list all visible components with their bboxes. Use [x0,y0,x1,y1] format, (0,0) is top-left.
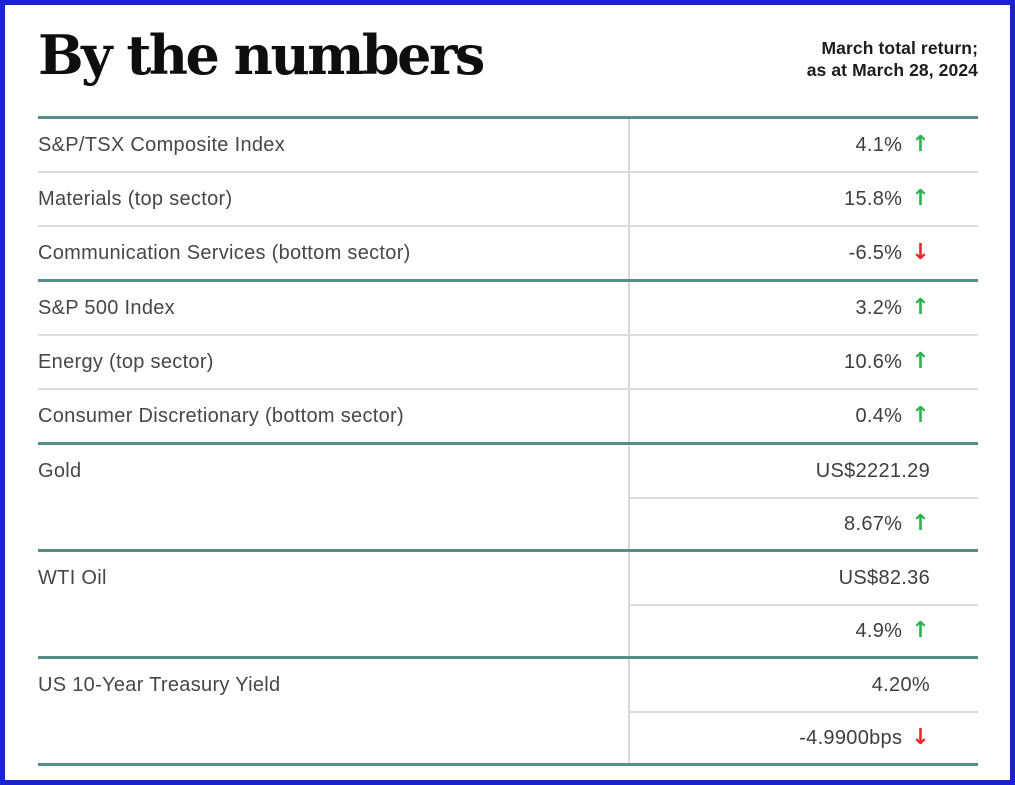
row-label: WTI Oil [38,566,107,589]
wti-oil-group: WTI Oil US$82.36 4.9% ↑ [38,549,978,656]
table-row: -4.9900bps ↓ [38,711,978,763]
row-label: Gold [38,459,82,482]
returns-table: S&P/TSX Composite Index 4.1% ↑ Materials… [38,116,978,766]
tsx-group: S&P/TSX Composite Index 4.1% ↑ Materials… [38,116,978,279]
row-value-cell: US$82.36 [628,552,978,604]
row-label: Communication Services (bottom sector) [38,241,411,264]
trend-arrow-icon: ↓ [911,240,930,265]
sp500-group: S&P 500 Index 3.2% ↑ Energy (top sector)… [38,279,978,442]
trend-arrow-icon: ↑ [911,295,930,320]
row-value-cell: 4.1% ↑ [628,119,978,171]
trend-arrow-icon: ↑ [911,349,930,374]
row-label [38,497,628,549]
row-value: -6.5% [848,241,903,264]
row-value: US$82.36 [838,566,930,589]
row-value: US$2221.29 [815,459,930,482]
row-value: 10.6% [844,350,903,373]
trend-arrow-icon: ↑ [911,186,930,211]
trend-arrow-icon: ↑ [911,132,930,157]
trend-arrow-icon: ↑ [911,511,930,536]
row-value-cell: 0.4% ↑ [628,390,978,442]
table-row: Communication Services (bottom sector) -… [38,225,978,279]
row-value-cell: 10.6% ↑ [628,336,978,388]
row-label: S&P/TSX Composite Index [38,133,286,156]
table-row: S&P 500 Index 3.2% ↑ [38,282,978,334]
caption-line-1: March total return; [821,38,978,58]
row-label: Consumer Discretionary (bottom sector) [38,404,404,427]
row-value-cell: 3.2% ↑ [628,282,978,334]
table-row: Materials (top sector) 15.8% ↑ [38,171,978,225]
table-row: S&P/TSX Composite Index 4.1% ↑ [38,119,978,171]
trend-arrow-icon: ↓ [911,725,930,750]
table-row: Energy (top sector) 10.6% ↑ [38,334,978,388]
row-label [38,711,628,763]
caption-line-2: as at March 28, 2024 [806,60,978,81]
row-label [38,604,628,656]
row-value: 8.67% [844,512,903,535]
treasury-group: US 10-Year Treasury Yield 4.20% -4.9900b… [38,656,978,763]
row-value-cell: 8.67% ↑ [628,497,978,549]
row-value-cell: -4.9900bps ↓ [628,711,978,763]
row-label: Materials (top sector) [38,187,233,210]
gold-group: Gold US$2221.29 8.67% ↑ [38,442,978,549]
row-value-cell: -6.5% ↓ [628,227,978,279]
row-value-cell: 4.9% ↑ [628,604,978,656]
table-row: Consumer Discretionary (bottom sector) 0… [38,388,978,442]
report-date-caption: March total return; as at March 28, 2024 [807,27,978,82]
table-row: 8.67% ↑ [38,497,978,549]
table-row: 4.9% ↑ [38,604,978,656]
row-value: 15.8% [844,187,903,210]
row-value: 4.1% [855,133,903,156]
row-label: Energy (top sector) [38,350,214,373]
table-row: US 10-Year Treasury Yield 4.20% [38,659,978,711]
row-value-cell: 4.20% [628,659,978,711]
table-row: Gold US$2221.29 [38,445,978,497]
row-value: 4.9% [855,619,903,642]
header: By the numbers March total return; as at… [38,27,978,111]
trend-arrow-icon: ↑ [911,403,930,428]
row-value-cell: 15.8% ↑ [628,173,978,225]
row-value: 3.2% [855,296,903,319]
row-value: 4.20% [871,673,930,696]
page-title: By the numbers [38,23,485,87]
row-label: S&P 500 Index [38,296,175,319]
table-row: WTI Oil US$82.36 [38,552,978,604]
row-value-cell: US$2221.29 [628,445,978,497]
content-area: By the numbers March total return; as at… [5,5,1010,766]
row-value: -4.9900bps [799,726,903,749]
row-label: US 10-Year Treasury Yield [38,673,281,696]
trend-arrow-icon: ↑ [911,618,930,643]
row-value: 0.4% [855,404,903,427]
